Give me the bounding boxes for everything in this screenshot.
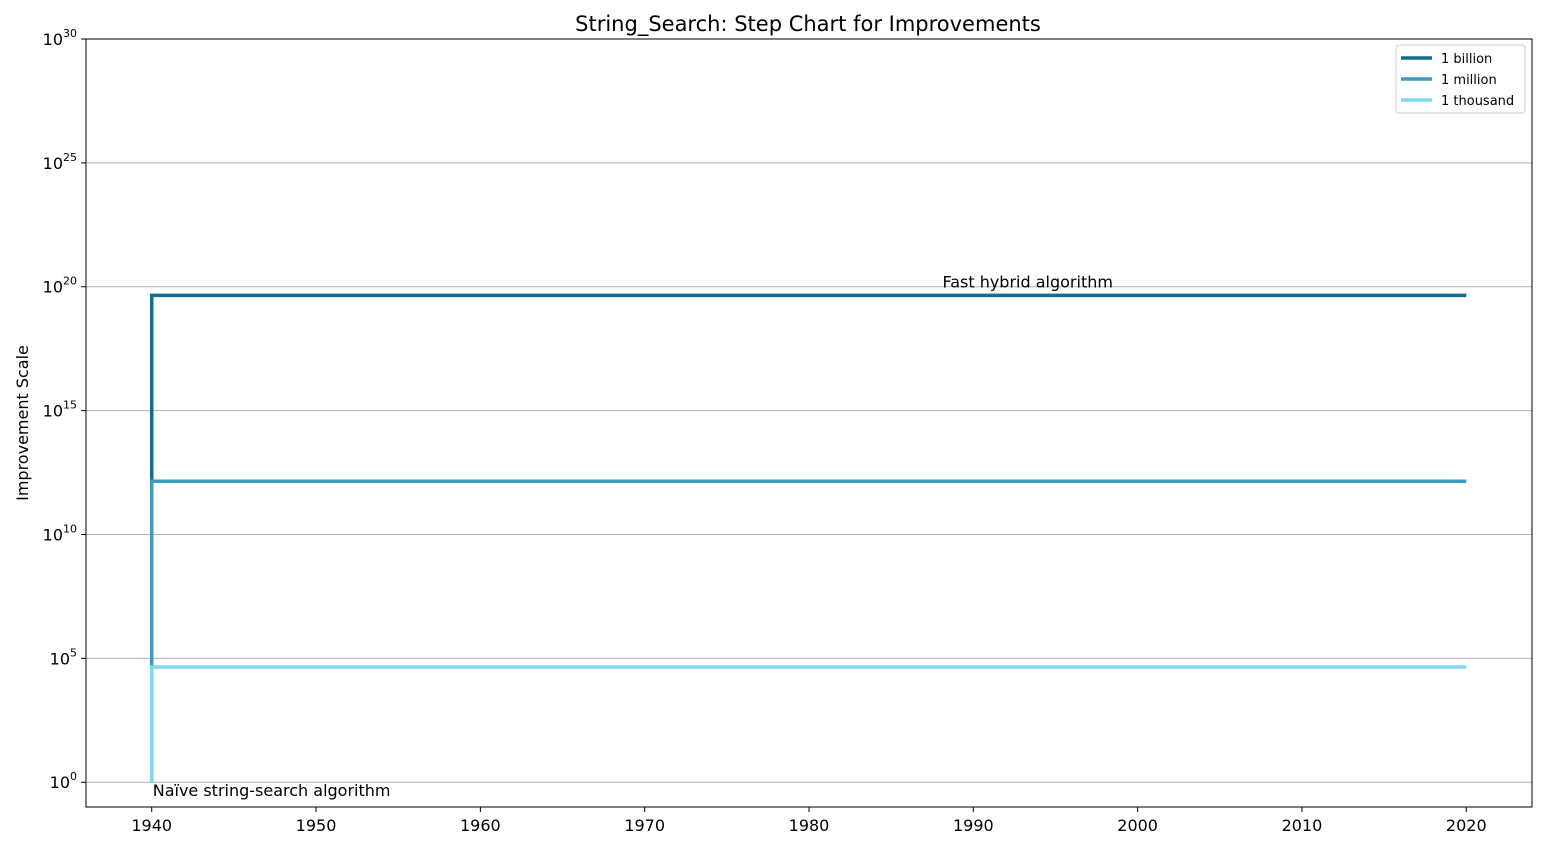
- x-tick-label: 2000: [1117, 816, 1158, 835]
- x-tick-label: 2020: [1446, 816, 1487, 835]
- legend-label: 1 million: [1441, 73, 1497, 88]
- series-line: [149, 665, 1467, 783]
- series-line: [149, 293, 1467, 783]
- chart-title: String_Search: Step Chart for Improvemen…: [575, 12, 1041, 37]
- x-tick-label: 1940: [131, 816, 172, 835]
- y-axis-ticks: 100 105 1010 1015 1020 1025 1030: [43, 27, 86, 792]
- y-tick-label: 1015: [43, 399, 77, 421]
- annotation-naive: Naïve string-search algorithm: [153, 781, 391, 800]
- grid: [86, 38, 1532, 783]
- legend-box: [1395, 44, 1526, 114]
- x-axis-ticks: 1940 1950 1960 1970 1980 1990 2000 2010 2020: [131, 807, 1487, 835]
- x-tick-label: 1960: [460, 816, 501, 835]
- x-tick-label: 2010: [1282, 816, 1323, 835]
- plot-frame: [85, 38, 1533, 808]
- series-line: [149, 479, 1467, 783]
- legend-label: 1 billion: [1441, 52, 1492, 67]
- x-tick-label: 1970: [624, 816, 665, 835]
- y-tick-label: 1030: [43, 27, 77, 49]
- y-tick-label: 1020: [43, 275, 77, 297]
- x-tick-label: 1950: [296, 816, 337, 835]
- annotation-fast-hybrid: Fast hybrid algorithm: [942, 273, 1112, 292]
- y-tick-label: 100: [50, 770, 77, 792]
- x-tick-label: 1980: [789, 816, 830, 835]
- series-lines: [149, 293, 1467, 783]
- y-axis-label: Improvement Scale: [13, 345, 32, 501]
- annotations: Naïve string-search algorithm Fast hybrid…: [153, 273, 1113, 800]
- legend-label: 1 thousand: [1441, 94, 1514, 109]
- y-tick-label: 1025: [43, 151, 77, 173]
- legend: 1 billion 1 million 1 thousand: [1395, 44, 1526, 114]
- y-tick-label: 1010: [43, 522, 77, 544]
- y-tick-label: 105: [50, 646, 77, 668]
- x-tick-label: 1990: [953, 816, 994, 835]
